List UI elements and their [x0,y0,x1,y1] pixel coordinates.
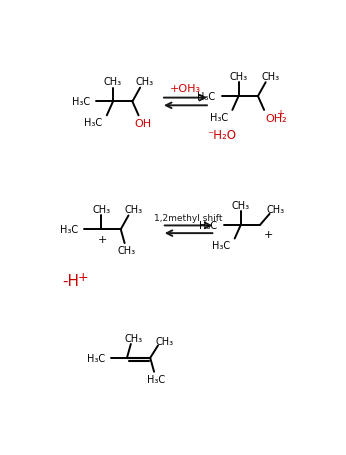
Text: CH₃: CH₃ [118,246,136,256]
Text: +: + [78,270,88,283]
Text: ⁻H₂O: ⁻H₂O [207,129,236,142]
Text: +: + [276,109,284,119]
Text: H₃C: H₃C [87,353,105,363]
Text: H₃C: H₃C [84,118,102,128]
Text: CH₃: CH₃ [124,333,142,343]
Text: H₃C: H₃C [210,112,228,122]
Text: CH₃: CH₃ [136,77,154,87]
Text: CH₃: CH₃ [124,205,142,215]
Text: H₃C: H₃C [212,241,230,251]
Text: CH₃: CH₃ [92,205,110,215]
Text: 1,2methyl shift: 1,2methyl shift [154,214,222,223]
Text: +: + [263,229,273,239]
Text: CH₃: CH₃ [261,72,279,82]
Text: H₃C: H₃C [147,374,165,384]
Text: H₃C: H₃C [72,97,90,107]
Text: OH₂: OH₂ [266,113,287,123]
Text: +: + [98,234,108,244]
Text: CH₃: CH₃ [232,200,250,210]
Text: -H: -H [63,274,80,289]
Text: H₃C: H₃C [60,225,78,235]
Text: CH₃: CH₃ [155,336,173,346]
Text: H₃C: H₃C [200,220,218,230]
Text: CH₃: CH₃ [267,205,285,215]
Text: OH: OH [135,119,152,129]
Text: +OH₃: +OH₃ [170,83,201,93]
Text: CH₃: CH₃ [104,77,122,87]
Text: H₃C: H₃C [197,92,215,102]
Text: CH₃: CH₃ [229,72,248,82]
